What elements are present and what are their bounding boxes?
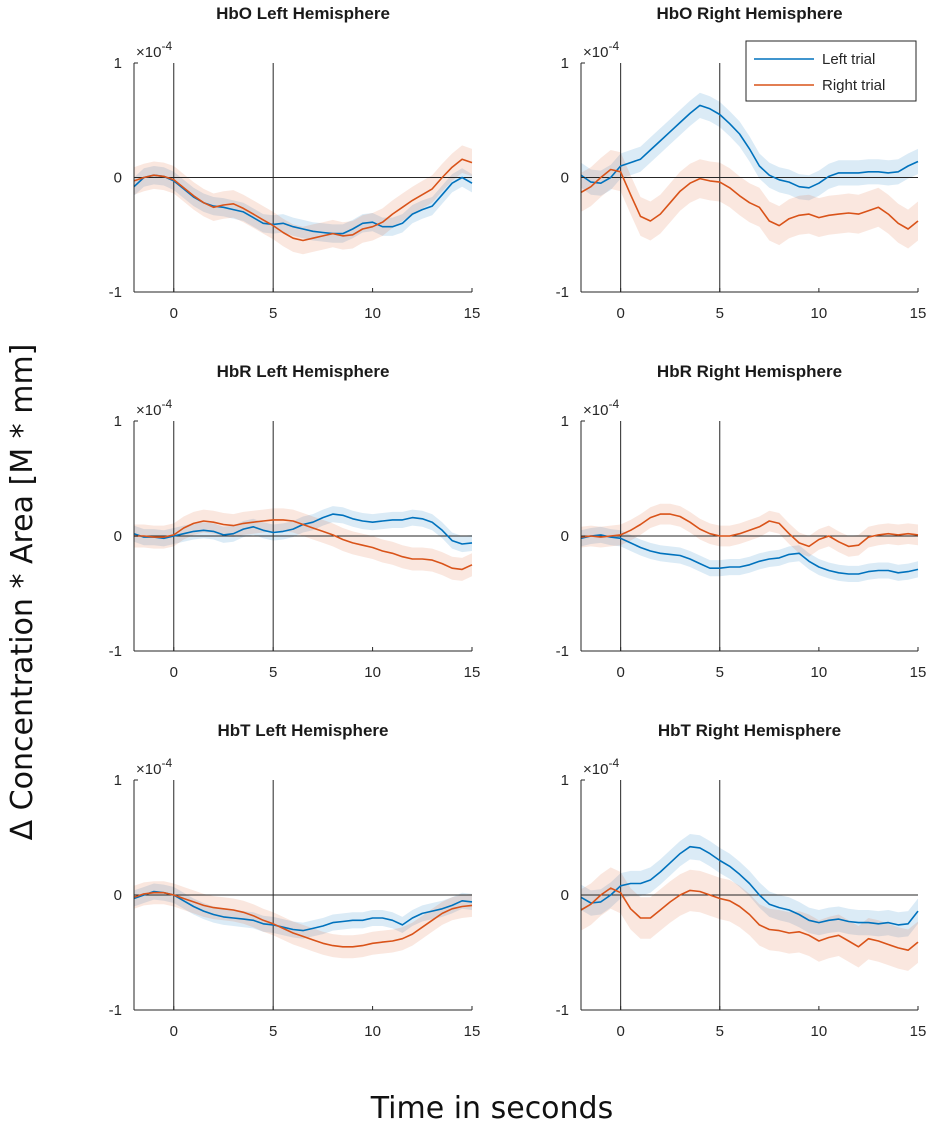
- axis-multiplier-exponent: -4: [608, 397, 619, 411]
- series-line-right-trial: [580, 168, 919, 230]
- x-tick-label: 0: [616, 664, 624, 681]
- series-line-left-trial: [133, 890, 473, 932]
- legend: Left trial Right trial: [745, 40, 917, 102]
- axis-multiplier: ×10-4: [583, 756, 619, 778]
- figure-y-axis-label: Δ Concentration * Area [M * mm]: [5, 344, 40, 841]
- x-tick-label: 10: [811, 1023, 828, 1040]
- legend-box: [745, 40, 917, 102]
- subplot-1: HbO Left Hemisphere ×10-4 0 5 10 15 -1 0 1: [109, 4, 481, 322]
- subplot-4: HbR Right Hemisphere ×10-4 0 5 10 15 -1 0 1: [556, 362, 927, 681]
- x-tick-label: 0: [170, 1023, 178, 1040]
- y-tick-label: 1: [561, 413, 569, 430]
- y-tick-label: 0: [561, 170, 569, 187]
- x-tick-label: 5: [716, 1023, 724, 1040]
- axis-multiplier-exponent: -4: [161, 756, 172, 770]
- y-tick-label: 0: [561, 887, 569, 904]
- x-tick-label: 10: [364, 1023, 381, 1040]
- x-tick-label: 0: [616, 305, 624, 322]
- subplot-6: HbT Right Hemisphere ×10-4 0 5 10 15 -1 0 1: [556, 721, 927, 1040]
- legend-label: Right trial: [822, 77, 885, 94]
- y-tick-label: -1: [109, 643, 122, 660]
- confidence-band-left-trial: [581, 92, 918, 201]
- axis-multiplier: ×10-4: [136, 39, 172, 61]
- x-tick-label: 0: [616, 1023, 624, 1040]
- x-tick-label: 10: [811, 305, 828, 322]
- subplot-title: HbT Right Hemisphere: [658, 721, 841, 740]
- x-tick-label: 15: [464, 1023, 481, 1040]
- x-tick-label: 0: [170, 305, 178, 322]
- confidence-band-left-trial: [134, 166, 472, 243]
- y-tick-label: -1: [556, 1002, 569, 1019]
- subplot-title: HbR Left Hemisphere: [217, 362, 390, 381]
- confidence-band-left-trial: [134, 883, 472, 939]
- x-tick-label: 5: [269, 305, 277, 322]
- subplot-title: HbR Right Hemisphere: [657, 362, 842, 381]
- series-line-left-trial: [580, 845, 919, 926]
- subplot-5: HbT Left Hemisphere ×10-4 0 5 10 15 -1 0 1: [109, 721, 481, 1040]
- confidence-band-right-trial: [581, 867, 918, 971]
- x-tick-label: 15: [910, 1023, 927, 1040]
- axis-multiplier: ×10-4: [583, 397, 619, 419]
- x-tick-label: 10: [364, 305, 381, 322]
- x-tick-label: 15: [910, 305, 927, 322]
- x-tick-label: 5: [269, 664, 277, 681]
- series-line-right-trial: [134, 519, 473, 571]
- x-tick-label: 10: [811, 664, 828, 681]
- confidence-band-left-trial: [581, 526, 918, 582]
- x-tick-label: 5: [716, 305, 724, 322]
- subplot-title: HbO Right Hemisphere: [656, 4, 842, 23]
- series-line-right-trial: [580, 887, 919, 951]
- y-tick-label: -1: [109, 1002, 122, 1019]
- axis-multiplier: ×10-4: [583, 39, 619, 61]
- subplot-title: HbO Left Hemisphere: [216, 4, 390, 23]
- subplot-title: HbT Left Hemisphere: [218, 721, 389, 740]
- x-tick-label: 5: [716, 664, 724, 681]
- y-tick-label: -1: [556, 643, 569, 660]
- axis-multiplier-exponent: -4: [161, 397, 172, 411]
- series-line-left-trial: [580, 104, 919, 189]
- x-tick-label: 15: [464, 305, 481, 322]
- axis-multiplier-exponent: -4: [608, 756, 619, 770]
- axis-multiplier: ×10-4: [136, 756, 172, 778]
- confidence-band-right-trial: [134, 508, 472, 581]
- confidence-band-left-trial: [134, 506, 472, 553]
- legend-label: Left trial: [822, 51, 875, 68]
- y-tick-label: -1: [556, 284, 569, 301]
- subplot-3: HbR Left Hemisphere ×10-4 0 5 10 15 -1 0 1: [109, 362, 481, 681]
- y-tick-label: 0: [114, 887, 122, 904]
- y-tick-label: 1: [114, 413, 122, 430]
- series-line-left-trial: [580, 534, 919, 575]
- x-tick-label: 0: [170, 664, 178, 681]
- series-line-right-trial: [580, 513, 919, 548]
- axis-multiplier: ×10-4: [136, 397, 172, 419]
- y-tick-label: 0: [561, 528, 569, 545]
- figure-x-axis-label: Time in seconds: [370, 1091, 613, 1125]
- y-tick-label: -1: [109, 284, 122, 301]
- series-line-left-trial: [133, 174, 473, 235]
- series-line-right-trial: [133, 158, 473, 242]
- subplot-2: HbO Right Hemisphere ×10-4 0 5 10 15 -1 0 1 Left …: [556, 4, 927, 322]
- series-line-right-trial: [133, 891, 473, 948]
- y-tick-label: 0: [114, 170, 122, 187]
- y-tick-label: 1: [561, 55, 569, 72]
- y-tick-label: 1: [114, 772, 122, 789]
- axis-multiplier-exponent: -4: [608, 39, 619, 53]
- confidence-band-right-trial: [134, 881, 472, 959]
- x-tick-label: 15: [910, 664, 927, 681]
- y-tick-label: 0: [114, 528, 122, 545]
- axis-multiplier-exponent: -4: [161, 39, 172, 53]
- confidence-band-right-trial: [581, 150, 918, 249]
- confidence-band-left-trial: [581, 834, 918, 938]
- x-tick-label: 5: [269, 1023, 277, 1040]
- y-tick-label: 1: [561, 772, 569, 789]
- y-tick-label: 1: [114, 55, 122, 72]
- confidence-band-right-trial: [134, 145, 472, 255]
- x-tick-label: 10: [364, 664, 381, 681]
- x-tick-label: 15: [464, 664, 481, 681]
